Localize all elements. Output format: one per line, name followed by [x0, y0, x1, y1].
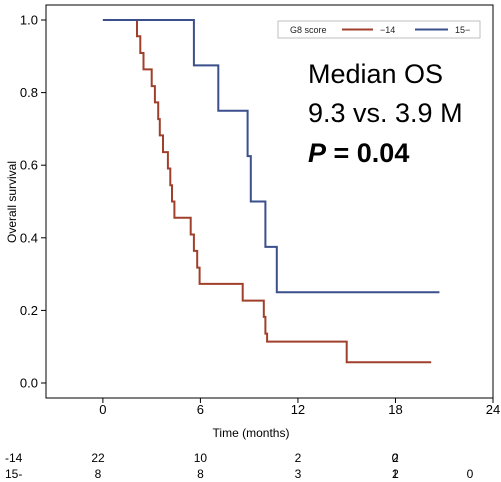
risk-count: 3: [295, 467, 302, 481]
legend: G8 score −14 15−: [277, 20, 481, 39]
y-tick-label: 0.4: [20, 230, 38, 245]
risk-count: 8: [95, 467, 102, 481]
legend-title: G8 score: [290, 25, 327, 35]
risk-count: 0: [392, 451, 399, 465]
risk-count: 8: [197, 467, 204, 481]
x-tick-label: 18: [388, 402, 402, 417]
legend-entry-series-2: 15−: [455, 25, 470, 35]
risk-row-label: 15-: [5, 467, 22, 481]
risk-count: 0: [467, 467, 474, 481]
risk-count: 2: [295, 451, 302, 465]
annotation-line-2: 9.3 vs. 3.9 M: [308, 98, 463, 128]
p-value-annotation: P = 0.04: [308, 138, 409, 168]
risk-count: 1: [392, 467, 399, 481]
p-value-text: = 0.04: [326, 138, 409, 168]
median-os-annotation: Median OS 9.3 vs. 3.9 M P = 0.04: [308, 59, 463, 168]
plot-frame: [45, 4, 494, 399]
survival-curves: [102, 19, 440, 364]
risk-count: 10: [194, 451, 208, 465]
x-tick-label: 24: [486, 402, 500, 417]
risk-row-label: -14: [5, 451, 23, 465]
annotation-line-1: Median OS: [308, 59, 443, 89]
y-tick-label: 0.8: [20, 85, 38, 100]
y-tick-label: 0.2: [20, 303, 38, 318]
y-tick-label: 1.0: [20, 13, 38, 28]
risk-count: 2: [392, 467, 399, 481]
risk-count: 22: [91, 451, 105, 465]
x-tick-label: 12: [291, 402, 305, 417]
legend-entry-series-1: −14: [380, 25, 395, 35]
survival-curve-series-2: [102, 19, 440, 294]
x-axis-label: Time (months): [213, 426, 290, 440]
y-tick-label: 0.0: [20, 376, 38, 391]
x-tick-label: 6: [197, 402, 204, 417]
axis-ticks: 0 6 12 18 24 0.0 0.2 0.4 0.6 0.8 1.0: [20, 13, 500, 418]
legend-box: [277, 20, 481, 39]
p-symbol: P: [308, 138, 327, 168]
risk-count: 2: [392, 451, 399, 465]
x-tick-label: 0: [99, 402, 106, 417]
y-tick-label: 0.6: [20, 158, 38, 173]
survival-curve-series-1: [102, 19, 432, 364]
y-axis-label: Overall survival: [5, 161, 19, 243]
